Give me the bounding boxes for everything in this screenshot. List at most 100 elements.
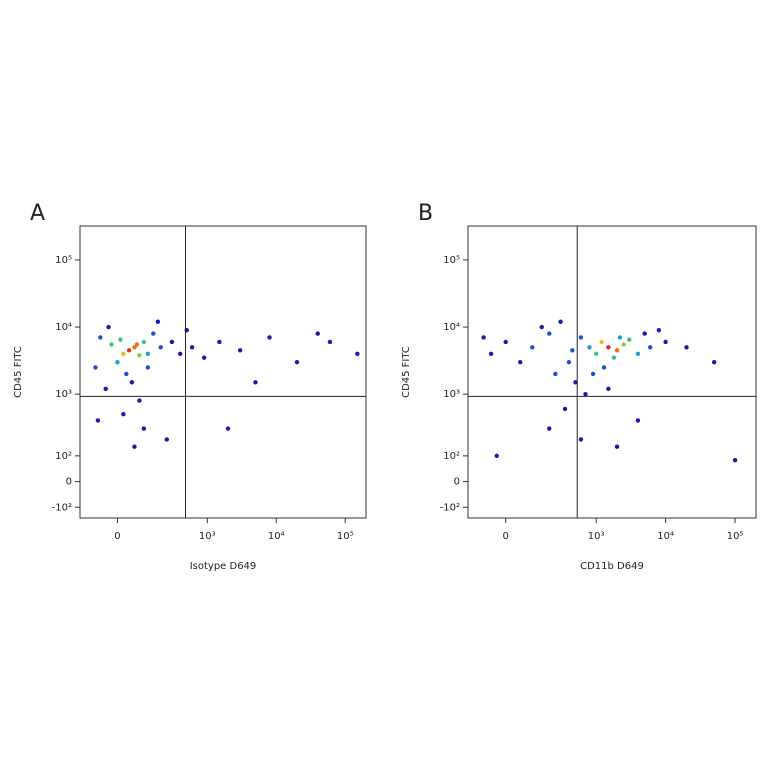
event-point: [711, 359, 717, 365]
y-tick-label: -10²: [440, 502, 460, 513]
event-point: [606, 386, 611, 392]
x-tick-label: 0: [503, 531, 509, 542]
event-point: [124, 371, 129, 377]
y-axis-label: CD45 FITC: [401, 346, 412, 398]
event-point: [558, 319, 563, 324]
event-point: [237, 348, 243, 353]
event-point: [126, 348, 132, 353]
event-point: [294, 359, 300, 365]
y-tick-label: 10³: [55, 389, 72, 400]
event-point: [601, 365, 607, 370]
event-point: [121, 411, 126, 417]
event-point: [158, 345, 163, 350]
event-point: [137, 398, 142, 403]
event-point: [134, 342, 140, 347]
x-tick-label: 10⁵: [337, 531, 354, 542]
event-point: [132, 444, 137, 449]
event-point: [518, 359, 523, 365]
event-point: [327, 339, 333, 345]
event-point: [606, 345, 611, 350]
event-point: [553, 371, 558, 377]
event-point: [583, 391, 588, 397]
event-point: [118, 337, 123, 342]
event-point: [164, 437, 169, 442]
event-point: [503, 339, 508, 345]
event-point: [635, 418, 641, 423]
event-point: [488, 351, 494, 356]
event-point: [562, 406, 568, 412]
event-point: [95, 418, 101, 423]
event-point: [547, 331, 552, 336]
x-tick-label: 10³: [588, 531, 605, 542]
event-point: [530, 345, 535, 350]
event-point: [145, 351, 151, 356]
event-point: [189, 345, 195, 350]
x-tick-label: 10⁴: [657, 531, 674, 542]
event-point: [732, 458, 738, 463]
y-tick-label: 10⁵: [55, 255, 72, 266]
panel-label: B: [418, 201, 433, 226]
event-point: [621, 342, 626, 347]
event-point: [593, 351, 599, 356]
event-point: [611, 355, 617, 360]
event-point: [103, 386, 108, 392]
event-point: [93, 365, 98, 370]
event-point: [656, 327, 662, 333]
event-point: [178, 351, 183, 356]
event-point: [590, 371, 596, 377]
event-point: [129, 380, 135, 385]
y-tick-label: -10²: [52, 502, 72, 513]
x-axis-label: Isotype D649: [190, 561, 257, 572]
plot-frame: [79, 225, 367, 519]
y-tick-label: 10⁴: [443, 322, 460, 333]
plot-frame: [467, 225, 757, 519]
y-tick-label: 10²: [443, 451, 460, 462]
event-point: [121, 351, 126, 356]
y-tick-label: 10²: [55, 451, 72, 462]
event-point: [169, 339, 175, 345]
event-point: [627, 337, 632, 342]
event-point: [614, 348, 620, 353]
event-point: [201, 355, 207, 360]
event-point: [663, 339, 668, 345]
event-point: [315, 331, 320, 336]
event-point: [253, 380, 258, 385]
event-point: [547, 426, 552, 431]
event-point: [141, 426, 147, 431]
event-point: [155, 319, 161, 324]
panel-label: A: [30, 201, 45, 226]
event-point: [137, 353, 142, 358]
event-point: [614, 444, 620, 449]
event-point: [481, 335, 486, 340]
event-point: [599, 339, 604, 345]
y-tick-label: 10⁵: [443, 255, 460, 266]
event-point: [578, 437, 584, 442]
event-point: [570, 348, 575, 353]
event-point: [684, 345, 689, 350]
event-point: [145, 365, 151, 370]
y-tick-label: 0: [454, 477, 460, 488]
event-point: [141, 339, 147, 345]
x-tick-label: 10³: [199, 531, 216, 542]
event-point: [642, 331, 647, 336]
event-point: [109, 342, 114, 347]
event-point: [151, 331, 156, 336]
y-axis-label: CD45 FITC: [13, 346, 24, 398]
event-point: [217, 339, 222, 345]
y-tick-label: 10³: [443, 389, 460, 400]
event-point: [355, 351, 360, 356]
y-tick-label: 0: [66, 477, 72, 488]
event-point: [267, 335, 272, 340]
event-point: [106, 324, 111, 330]
x-axis-label: CD11b D649: [580, 561, 644, 572]
event-point: [566, 359, 572, 365]
event-point: [98, 335, 103, 340]
event-point: [573, 380, 578, 385]
event-point: [647, 345, 653, 350]
y-tick-label: 10⁴: [55, 322, 72, 333]
event-point: [115, 359, 120, 365]
x-tick-label: 0: [114, 531, 120, 542]
event-point: [578, 335, 584, 340]
x-tick-label: 10⁴: [268, 531, 285, 542]
